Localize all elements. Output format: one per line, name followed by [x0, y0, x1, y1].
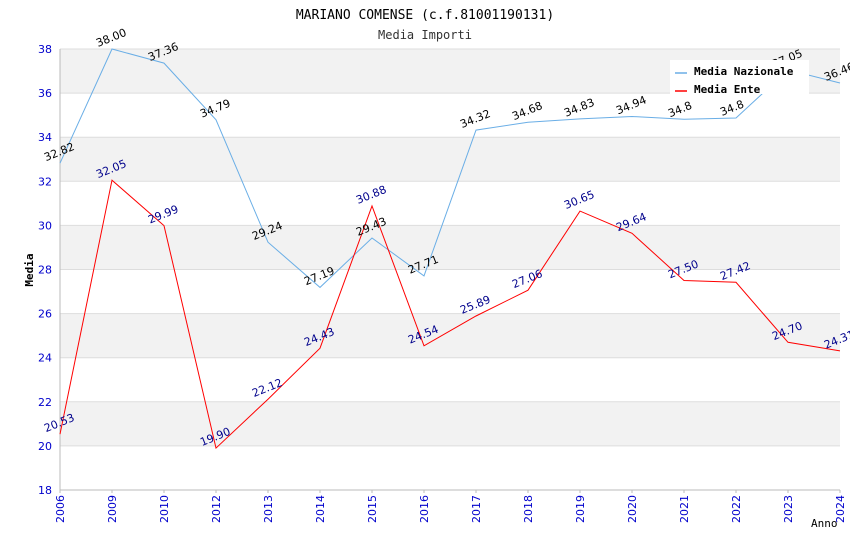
- x-tick-label: 2021: [678, 495, 691, 523]
- plot-band: [60, 445, 840, 490]
- x-tick-label: 2014: [314, 495, 327, 523]
- y-tick-label: 20: [38, 440, 52, 453]
- y-tick-label: 34: [38, 131, 52, 144]
- y-tick-label: 30: [38, 219, 52, 232]
- x-tick-label: 2009: [106, 495, 119, 523]
- series-line-media-ente: [59, 179, 841, 450]
- x-tick-label: 2012: [210, 495, 223, 523]
- plot-band: [60, 269, 840, 314]
- plot-band: [60, 93, 840, 138]
- x-axis-label: Anno: [811, 517, 838, 530]
- x-tick-label: 2022: [730, 495, 743, 523]
- data-label-media-nazionale: 38.00: [94, 26, 128, 50]
- x-tick-label: 2013: [262, 495, 275, 523]
- x-tick-label: 2010: [158, 495, 171, 523]
- series-lines: [59, 48, 841, 450]
- x-tick-label: 2018: [522, 495, 535, 523]
- plot-band: [60, 357, 840, 402]
- plot-band: [60, 225, 840, 270]
- legend: Media Nazionale Media Ente: [670, 60, 809, 96]
- y-tick-label: 26: [38, 308, 52, 321]
- chart-subtitle: Media Importi: [378, 28, 472, 42]
- y-tick-label: 28: [38, 264, 52, 277]
- y-tick-label: 24: [38, 352, 52, 365]
- plot-bands: [60, 49, 840, 490]
- y-tick-label: 32: [38, 175, 52, 188]
- series-line-media-nazionale: [59, 48, 841, 289]
- plot-band: [60, 137, 840, 182]
- x-tick-label: 2019: [574, 495, 587, 523]
- y-axis-label: Media: [23, 253, 36, 286]
- plot-band: [60, 401, 840, 446]
- legend-label-media-nazionale: Media Nazionale: [694, 65, 794, 78]
- y-tick-label: 36: [38, 87, 52, 100]
- x-tick-labels: 2006 2009 2010 2012 2013 2014 2015 2016 2017 2018…: [54, 490, 847, 523]
- x-tick-label: 2015: [366, 495, 379, 523]
- axes: [59, 49, 840, 491]
- x-tick-label: 2024: [834, 495, 847, 523]
- y-tick-labels: 18 20 22 24 26 28 30 32 34 36 38: [38, 43, 52, 497]
- y-tick-label: 22: [38, 396, 52, 409]
- legend-label-media-ente: Media Ente: [694, 83, 761, 96]
- plot-band: [60, 313, 840, 358]
- y-tick-label: 18: [38, 484, 52, 497]
- x-tick-label: 2006: [54, 495, 67, 523]
- legend-box: [670, 60, 809, 94]
- chart-title: MARIANO COMENSE (c.f.81001190131): [296, 8, 554, 23]
- y-tick-label: 38: [38, 43, 52, 56]
- x-tick-label: 2023: [782, 495, 795, 523]
- x-tick-label: 2017: [470, 495, 483, 523]
- x-tick-label: 2016: [418, 495, 431, 523]
- x-tick-label: 2020: [626, 495, 639, 523]
